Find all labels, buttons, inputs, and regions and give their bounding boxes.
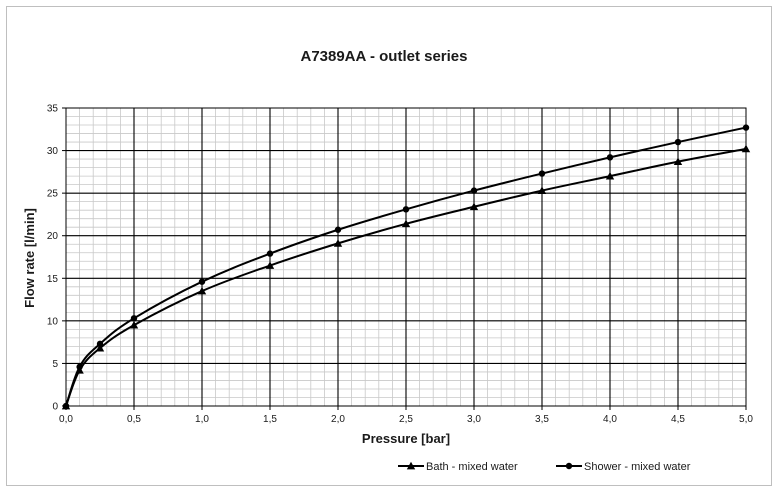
triangle-point <box>197 286 207 295</box>
y-tick-label: 10 <box>47 316 59 327</box>
legend-circle-icon <box>565 462 573 470</box>
x-axis-ticks: 0,0 0,5 1,0 1,5 2,0 2,5 3,0 3,5 4,0 4,5 5,0 <box>59 406 753 425</box>
x-tick-label: 2,5 <box>399 414 413 425</box>
triangle-point <box>333 239 343 247</box>
legend-item: Bath - mixed water <box>398 461 518 473</box>
x-tick-label: 1,5 <box>263 414 277 425</box>
circle-point <box>470 187 478 194</box>
x-tick-label: 2,0 <box>331 414 345 425</box>
y-tick-label: 0 <box>52 402 58 413</box>
circle-point <box>96 340 104 348</box>
y-tick-label: 25 <box>47 189 59 200</box>
circle-point <box>198 278 206 285</box>
circle-point <box>538 170 546 177</box>
series-1 <box>61 144 751 410</box>
circle-point <box>62 402 70 410</box>
triangle-point <box>469 202 479 211</box>
legend-label: Bath - mixed water <box>426 461 518 473</box>
major-gridlines <box>66 108 746 406</box>
circle-point <box>742 124 750 131</box>
x-axis-label: Pressure [bar] <box>362 431 450 446</box>
y-tick-label: 30 <box>47 146 59 157</box>
circle-point <box>402 206 410 213</box>
x-tick-label: 4,0 <box>603 414 617 425</box>
triangle-point <box>673 157 683 165</box>
chart-title: A7389AA - outlet series <box>300 48 467 65</box>
y-axis-ticks: 0 5 10 15 20 25 30 35 <box>47 104 66 413</box>
circle-point <box>130 315 138 322</box>
y-axis-label: Flow rate [l/min] <box>22 208 37 308</box>
circle-point <box>76 363 83 371</box>
triangle-point <box>537 186 547 194</box>
y-tick-label: 5 <box>52 359 58 370</box>
legend: Bath - mixed water Shower - mixed water <box>398 461 691 473</box>
series-2 <box>62 124 750 410</box>
triangle-point <box>95 343 105 352</box>
x-tick-label: 3,5 <box>535 414 549 425</box>
triangle-point <box>265 261 275 269</box>
legend-triangle-icon <box>406 461 416 470</box>
triangle-point <box>605 171 615 180</box>
triangle-point <box>129 320 139 329</box>
legend-label: Shower - mixed water <box>584 461 691 473</box>
y-tick-label: 20 <box>47 231 59 242</box>
x-tick-label: 0,0 <box>59 414 73 425</box>
circle-point <box>334 226 342 233</box>
circle-point <box>606 154 614 161</box>
triangle-point <box>741 144 751 153</box>
y-tick-label: 35 <box>47 104 59 115</box>
legend-item: Shower - mixed water <box>556 461 691 473</box>
x-tick-label: 1,0 <box>195 414 209 425</box>
x-tick-label: 4,5 <box>671 414 685 425</box>
x-tick-label: 3,0 <box>467 414 481 425</box>
x-tick-label: 0,5 <box>127 414 141 425</box>
circle-point <box>266 250 274 257</box>
y-tick-label: 15 <box>47 274 59 285</box>
circle-point <box>674 138 682 146</box>
triangle-point <box>401 219 411 228</box>
series-layer <box>61 124 751 410</box>
x-tick-label: 5,0 <box>739 414 753 425</box>
